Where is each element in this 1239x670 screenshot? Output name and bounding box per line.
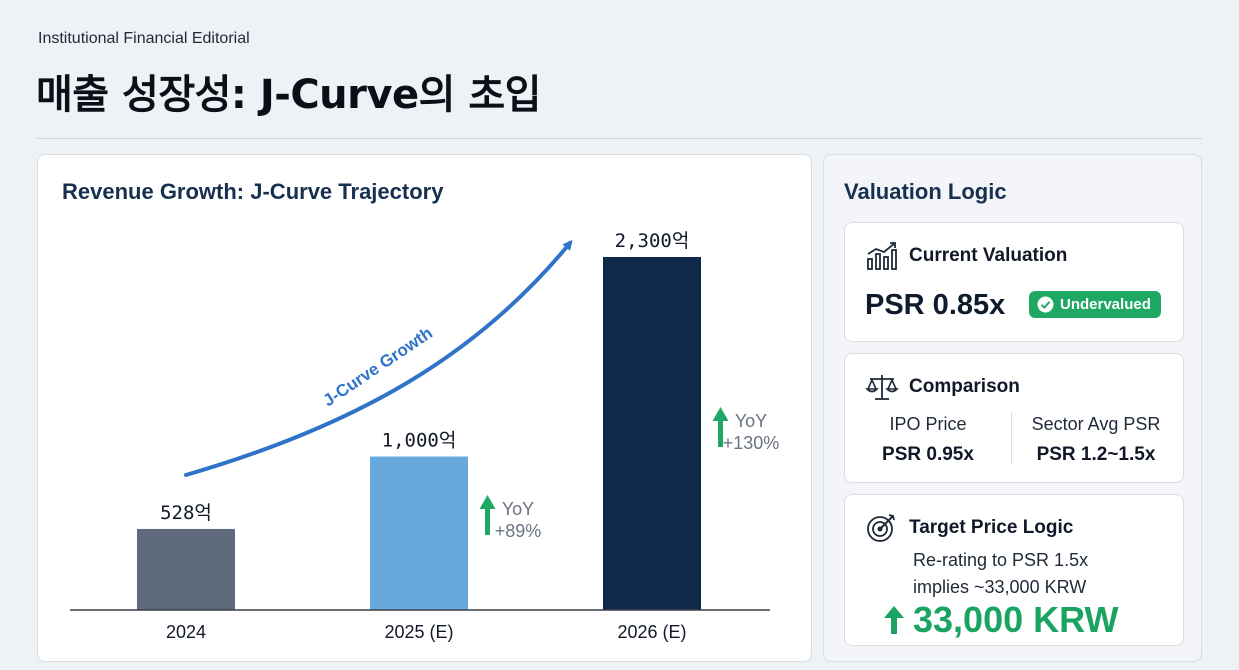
sector-psr-value: PSR 1.2~1.5x xyxy=(1036,444,1156,465)
ipo-price-value: PSR 0.95x xyxy=(882,444,974,465)
sector-psr-label: Sector Avg PSR xyxy=(1031,414,1161,434)
bar-2025 (E) xyxy=(370,456,468,610)
chart-title: Revenue Growth: J-Curve Trajectory xyxy=(62,179,444,204)
target-price: 33,000 KRW xyxy=(883,599,1118,641)
growth-value: +130% xyxy=(723,433,780,453)
comparison-heading: Comparison xyxy=(909,376,1020,397)
scales-icon xyxy=(865,375,899,400)
bar-2026 (E) xyxy=(603,257,701,610)
growth-arrow-icon xyxy=(712,407,729,421)
valuation-title: Valuation Logic xyxy=(844,179,1007,204)
check-circle-icon xyxy=(1037,296,1054,313)
category-tick-label: 2026 (E) xyxy=(617,622,686,642)
comparison-box: Comparison IPO Price PSR 0.95x Sector Av… xyxy=(844,353,1184,483)
growth-value: +89% xyxy=(495,521,542,541)
growth-arrow-shaft xyxy=(718,421,723,447)
current-psr-value: PSR 0.85x xyxy=(865,289,1006,321)
page-title: 매출 성장성: J-Curve의 초입 xyxy=(36,72,541,118)
revenue-bar-chart: 528억 2024 1,000억 2025 (E) 2,300억 2026 (E) YoY… xyxy=(70,230,780,642)
target-icon xyxy=(867,514,895,542)
current-valuation-heading: Current Valuation xyxy=(909,245,1068,266)
bar-2024 xyxy=(137,528,235,610)
header-divider xyxy=(36,138,1202,139)
status-badge-label: Undervalued xyxy=(1060,296,1151,313)
comparison-divider xyxy=(1011,412,1012,464)
sector-psr-column: Sector Avg PSR PSR 1.2~1.5x xyxy=(1013,414,1179,466)
growth-label: YoY xyxy=(502,499,534,519)
bar-value-label: 1,000억 xyxy=(382,430,457,452)
growth-arrow-icon xyxy=(479,495,496,509)
revenue-chart-card: Revenue Growth: J-Curve Trajectory 528억 2… xyxy=(37,154,812,662)
target-price-heading: Target Price Logic xyxy=(909,517,1074,538)
status-badge: Undervalued xyxy=(1029,291,1161,318)
bar-chart-growth-icon xyxy=(867,242,897,270)
ipo-price-column: IPO Price PSR 0.95x xyxy=(845,414,1011,466)
arrow-up-icon xyxy=(884,606,904,634)
growth-arrow-shaft xyxy=(485,509,490,535)
current-valuation-box: Current Valuation PSR 0.85x Undervalued xyxy=(844,222,1184,342)
target-line-1: Re-rating to PSR 1.5x xyxy=(913,550,1089,570)
j-curve-arrow xyxy=(184,239,573,477)
valuation-panel: Valuation Logic Current Valuation PSR 0.… xyxy=(823,154,1202,662)
growth-label: YoY xyxy=(735,411,767,431)
target-price-box: Target Price Logic Re-rating to PSR 1.5x… xyxy=(844,494,1184,646)
header-kicker: Institutional Financial Editorial xyxy=(38,30,250,47)
bar-value-label: 528억 xyxy=(160,502,212,524)
category-tick-label: 2025 (E) xyxy=(384,622,453,642)
target-line-2: implies ~33,000 KRW xyxy=(913,577,1087,597)
target-price-value: 33,000 KRW xyxy=(913,599,1119,640)
category-tick-label: 2024 xyxy=(166,622,206,642)
bar-value-label: 2,300억 xyxy=(615,230,690,252)
ipo-price-label: IPO Price xyxy=(889,414,967,434)
